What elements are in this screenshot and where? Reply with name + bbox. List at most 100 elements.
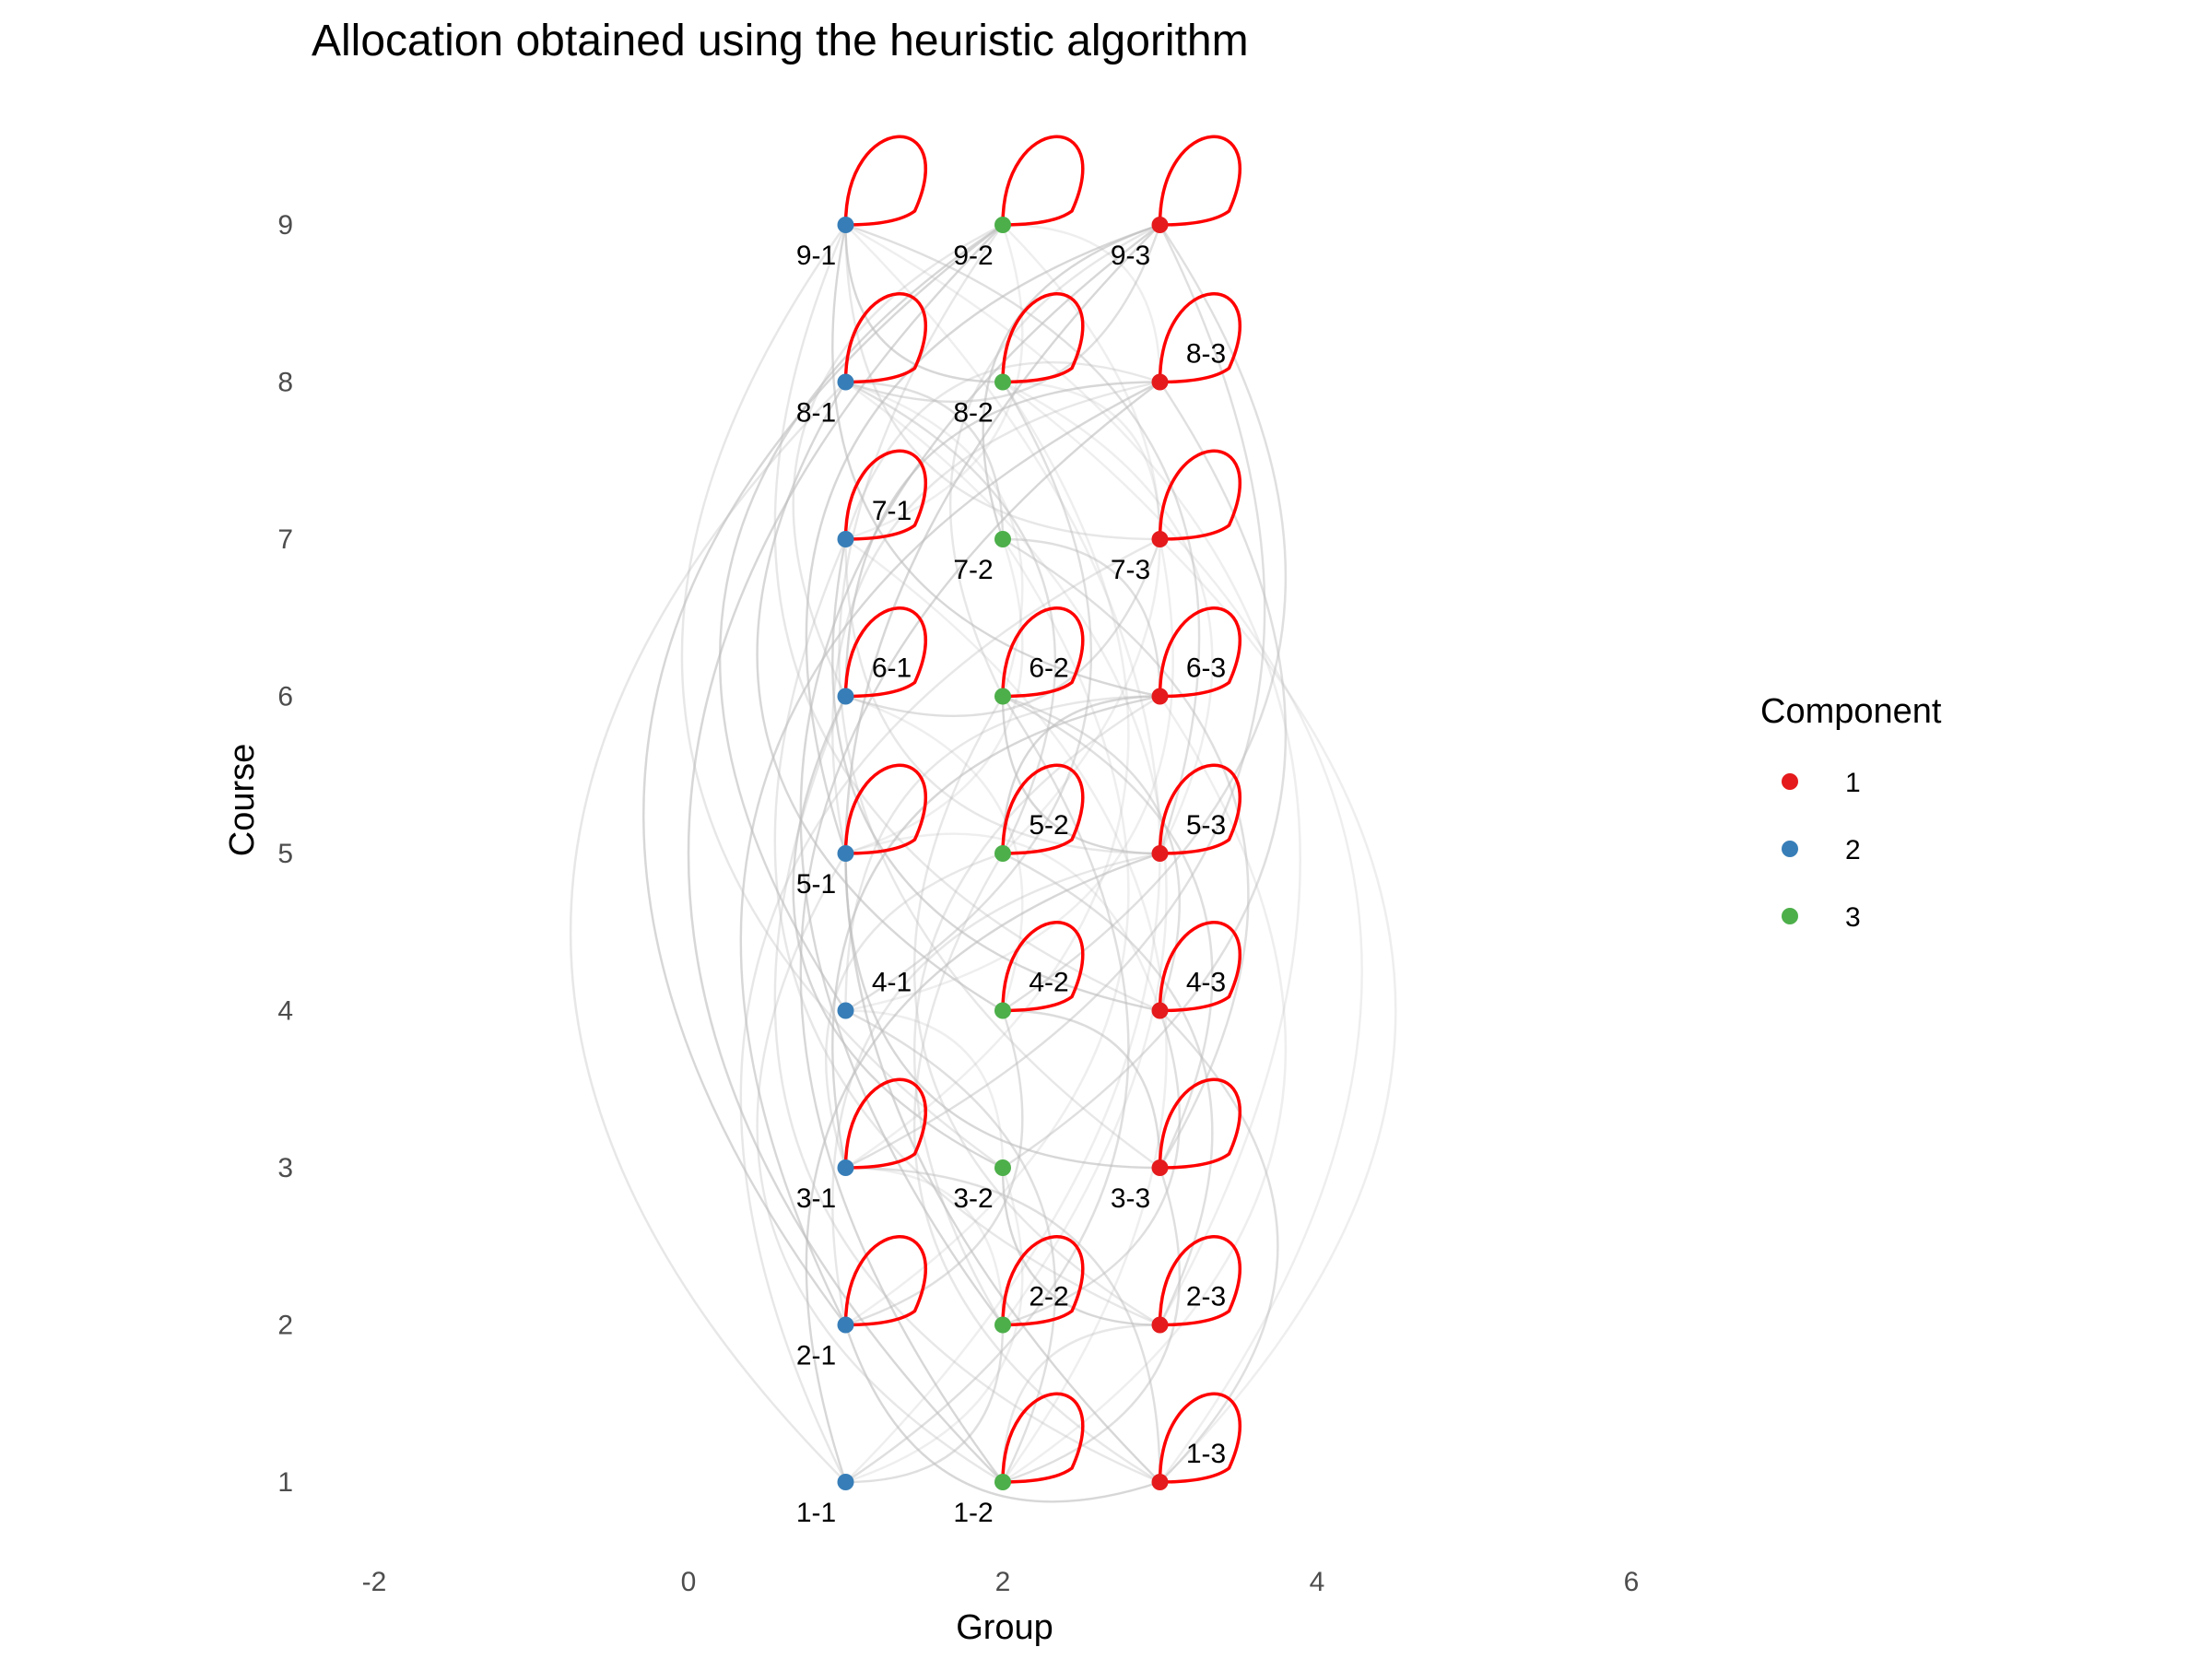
node-point [994, 373, 1011, 391]
y-tick-label: 7 [277, 524, 293, 555]
edge-arc [912, 695, 1161, 1326]
node-point [1151, 217, 1169, 233]
x-tick-label: 2 [995, 1567, 1011, 1597]
node-point [1151, 1316, 1169, 1334]
y-tick-label: 4 [277, 996, 293, 1027]
edge-arc [845, 224, 1161, 403]
nodes-layer [837, 217, 1169, 1490]
self-loop [1158, 606, 1241, 699]
node-label: 3-2 [953, 1183, 993, 1214]
self-loop [1158, 135, 1241, 227]
self-loop [1001, 1392, 1085, 1484]
edge-arc [844, 1324, 1160, 1503]
edge-arc [845, 1167, 1024, 1484]
node-label: 4-3 [1186, 968, 1226, 998]
edge-arc [1002, 381, 1287, 1169]
node-label: 8-3 [1186, 339, 1226, 370]
node-label: 1-2 [953, 1498, 993, 1528]
self-loop [1158, 292, 1241, 384]
self-loop [1158, 449, 1241, 541]
edge-arc [719, 224, 1004, 1012]
edge-arc [1002, 1009, 1161, 1169]
edge-arc [756, 381, 1004, 1012]
self-loops-layer [843, 135, 1241, 1484]
node-point [837, 688, 854, 705]
self-loop [843, 1235, 927, 1327]
edge-arc [845, 223, 1201, 854]
self-loop [1001, 763, 1085, 855]
legend-label: 1 [1845, 768, 1861, 798]
edge-arc [773, 696, 1160, 1484]
legend-swatch [1782, 773, 1798, 790]
legend-title: Component [1760, 692, 1942, 731]
edge-arc [845, 381, 1005, 540]
node-point [994, 1316, 1011, 1334]
node-point [837, 1316, 854, 1334]
node-label: 4-1 [872, 968, 912, 998]
edge-arc [680, 224, 1004, 1169]
node-point [994, 531, 1011, 547]
edge-arc [948, 223, 1161, 698]
chart-title: Allocation obtained using the heuristic … [312, 17, 1249, 65]
self-loop [1001, 292, 1085, 384]
node-label: 8-2 [953, 398, 993, 429]
node-label: 8-1 [796, 398, 836, 429]
edge-arc [844, 361, 1160, 540]
edge-arc [844, 381, 1057, 854]
node-label: 6-1 [872, 653, 912, 684]
node-labels-layer: 1-1 1-2 1-3 2-1 2-2 2-3 3-1 3-2 3-3 4-1 4-2 4-3 5-1 5… [796, 241, 1226, 1528]
edge-arc [844, 381, 1160, 697]
edge-arc [844, 224, 1266, 1170]
node-point [1151, 688, 1169, 705]
edge-arc [844, 224, 1004, 383]
edge-arc [805, 223, 1160, 854]
node-point [837, 845, 854, 862]
self-loop [1001, 1235, 1085, 1327]
node-label: 7-2 [953, 555, 993, 585]
edge-arc [792, 223, 1004, 698]
node-label: 6-3 [1186, 653, 1226, 684]
edge-arc [844, 224, 1160, 541]
node-label: 4-2 [1029, 968, 1068, 998]
node-label: 3-1 [796, 1183, 836, 1214]
x-tick-label: 4 [1310, 1567, 1325, 1597]
legend-label: 3 [1845, 902, 1861, 933]
node-point [1151, 1474, 1169, 1490]
legend: Component 1 2 3 [1760, 692, 1942, 933]
edge-arc [773, 538, 1160, 1326]
node-label: 2-2 [1029, 1282, 1068, 1312]
node-point [1151, 845, 1169, 862]
y-tick-label: 8 [277, 368, 293, 398]
edge-arc [1002, 381, 1161, 540]
y-tick-label: 5 [277, 839, 293, 869]
self-loop [843, 135, 927, 227]
edge-arc [844, 695, 1130, 1483]
edge-arc [831, 538, 1160, 1012]
node-point [994, 1159, 1011, 1176]
y-tick-label: 6 [277, 682, 293, 712]
self-loop [843, 763, 927, 855]
node-point [994, 845, 1011, 862]
edge-arc [687, 224, 1004, 1483]
node-point [1151, 373, 1169, 391]
self-loop [1158, 1235, 1241, 1327]
edge-arc [844, 853, 1160, 1170]
self-loop [843, 292, 927, 384]
edge-arc [1002, 1009, 1161, 1169]
edge-arc [844, 1009, 1057, 1483]
edge-arc [739, 537, 1161, 1483]
node-label: 7-1 [872, 496, 912, 526]
node-label: 6-2 [1029, 653, 1068, 684]
x-tick-label: 6 [1624, 1567, 1640, 1597]
node-point [1151, 531, 1169, 547]
edge-arc [1002, 224, 1287, 1012]
edge-arc [1001, 695, 1160, 854]
self-loop [1158, 921, 1241, 1013]
x-tick-label: 0 [681, 1567, 697, 1597]
node-point [994, 1002, 1011, 1019]
edge-arc [844, 695, 1160, 1011]
node-label: 9-3 [1111, 241, 1150, 271]
edge-arc [792, 695, 1004, 1170]
y-tick-label: 3 [277, 1153, 293, 1183]
